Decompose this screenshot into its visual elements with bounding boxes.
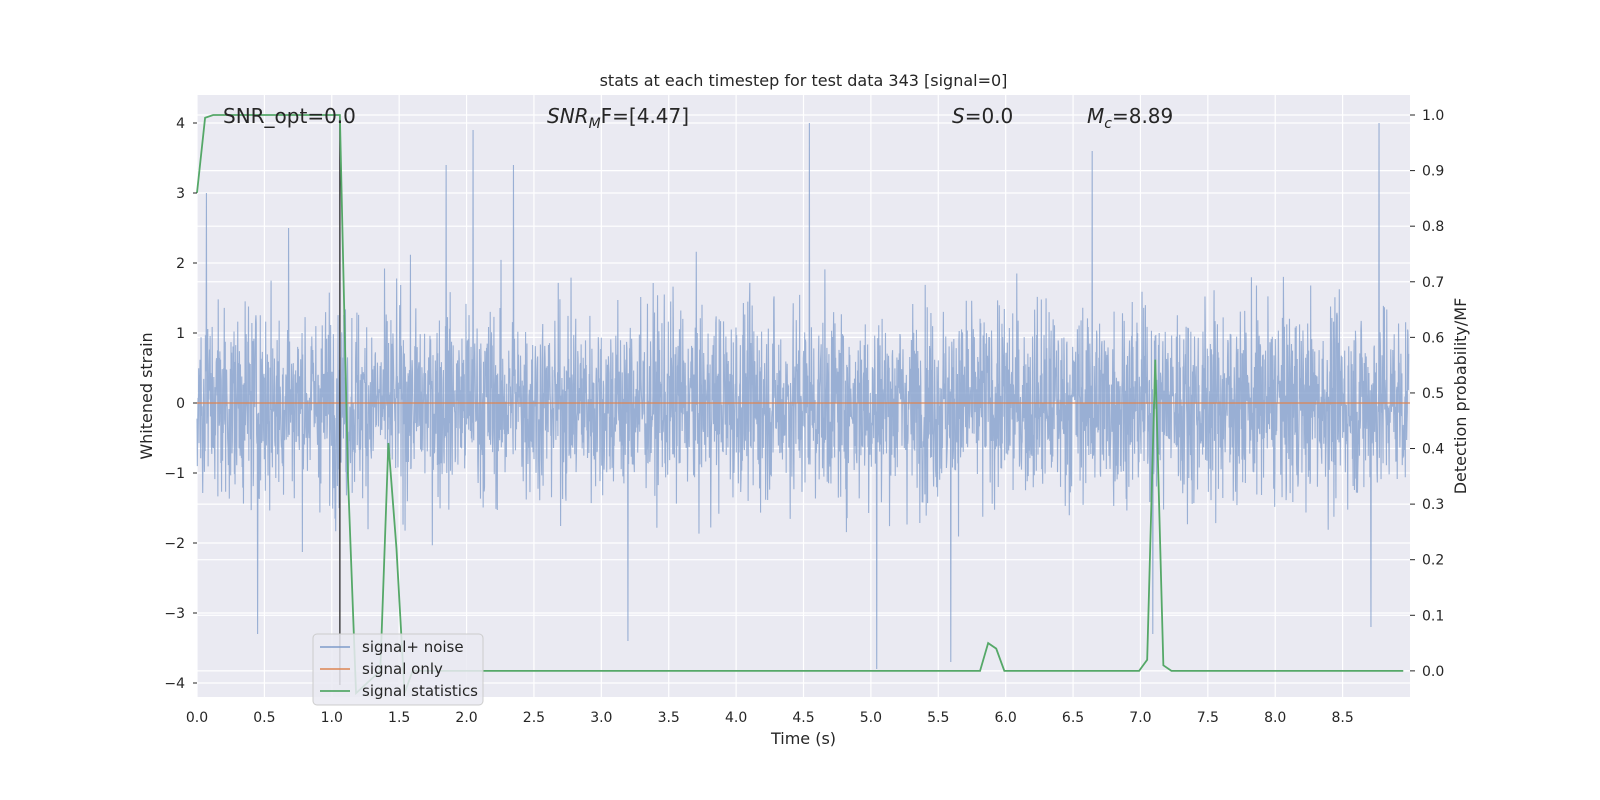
y-tick-label-right: 1.0	[1422, 108, 1444, 124]
legend-label-signal-statistics: signal statistics	[362, 682, 478, 700]
y-axis-label-right: Detection probability/MF	[1451, 298, 1470, 495]
y-tick-label-right: 0.9	[1422, 164, 1444, 180]
y-tick-label-right: 0.5	[1422, 386, 1444, 402]
x-tick-label: 0.0	[186, 710, 208, 726]
x-tick-label: 3.0	[590, 710, 612, 726]
y-tick-label-right: 0.0	[1422, 664, 1444, 680]
x-ticks: 0.0 0.5 1.0 1.5 2.0 2.5 3.0 3.5 4.0 4.5 5.0 5.5 6.0 6…	[186, 710, 1354, 726]
y-tick-label-left: 1	[176, 326, 185, 342]
annotation-s-symbol: S	[952, 104, 965, 128]
x-tick-label: 4.0	[725, 710, 747, 726]
x-tick-label: 2.0	[455, 710, 477, 726]
x-tick-label: 0.5	[253, 710, 275, 726]
y-tick-label-left: −2	[164, 536, 185, 552]
legend: signal+ noise signal only signal statist…	[312, 633, 484, 706]
x-tick-label: 2.5	[523, 710, 545, 726]
signal-noise-line	[196, 122, 1410, 670]
x-tick-label: 8.5	[1331, 710, 1353, 726]
y-tick-label-left: 2	[176, 256, 185, 272]
annotation-snr-mf-value: F=[4.47]	[601, 104, 689, 128]
y-tick-label-left: −3	[164, 606, 185, 622]
y-axis-label-left: Whitened strain	[137, 332, 156, 459]
legend-label-signal-only: signal only	[362, 660, 443, 678]
y-ticks-left: 4 3 2 1 0 −1 −2 −3 −4	[164, 116, 197, 692]
x-tick-label: 1.5	[388, 710, 410, 726]
x-tick-label: 6.0	[995, 710, 1017, 726]
legend-box	[312, 633, 484, 706]
y-tick-label-right: 0.6	[1422, 330, 1444, 346]
annotation-snr-opt: SNR_opt=0.0	[223, 104, 356, 128]
y-tick-label-left: 0	[176, 396, 185, 412]
x-tick-label: 4.5	[792, 710, 814, 726]
annotation-s-value: =0.0	[965, 104, 1014, 128]
annotation-snr-mf: SNRMF=[4.47]	[547, 104, 689, 132]
y-tick-label-right: 0.1	[1422, 608, 1444, 624]
legend-label-signal-noise: signal+ noise	[362, 638, 464, 656]
y-tick-label-left: −4	[164, 676, 185, 692]
chart-title: stats at each timestep for test data 343…	[600, 71, 1008, 90]
x-axis-label: Time (s)	[770, 729, 836, 748]
statistics-series	[196, 114, 1404, 696]
y-tick-label-right: 0.8	[1422, 219, 1444, 235]
annotation-snr-mf-symbol: SNR	[547, 104, 589, 128]
annotation-s: S=0.0	[952, 104, 1013, 128]
y-tick-label-right: 0.7	[1422, 275, 1444, 291]
x-tick-label: 3.5	[658, 710, 680, 726]
annotation-mc-value: =8.89	[1112, 104, 1173, 128]
y-tick-label-right: 0.4	[1422, 442, 1444, 458]
annotation-mc-subscript: c	[1104, 116, 1112, 132]
noise-series	[196, 122, 1410, 670]
annotation-mc: Mc=8.89	[1087, 104, 1173, 132]
x-tick-label: 1.0	[321, 710, 343, 726]
y-tick-label-right: 0.2	[1422, 553, 1444, 569]
annotation-snr-mf-subscript: M	[589, 116, 601, 132]
y-ticks-right: 1.0 0.9 0.8 0.7 0.6 0.5 0.4 0.3 0.2 0.1 0.0	[1410, 108, 1444, 680]
x-tick-label: 5.0	[860, 710, 882, 726]
y-tick-label-left: 3	[176, 186, 185, 202]
y-tick-label-right: 0.3	[1422, 497, 1444, 513]
x-tick-label: 7.5	[1197, 710, 1219, 726]
x-tick-label: 6.5	[1062, 710, 1084, 726]
signal-statistics-line	[196, 114, 1404, 696]
y-tick-label-left: −1	[164, 466, 185, 482]
x-tick-label: 8.0	[1264, 710, 1286, 726]
annotation-mc-symbol: M	[1087, 104, 1104, 128]
x-tick-label: 7.0	[1129, 710, 1151, 726]
y-tick-label-left: 4	[176, 116, 185, 132]
x-tick-label: 5.5	[927, 710, 949, 726]
